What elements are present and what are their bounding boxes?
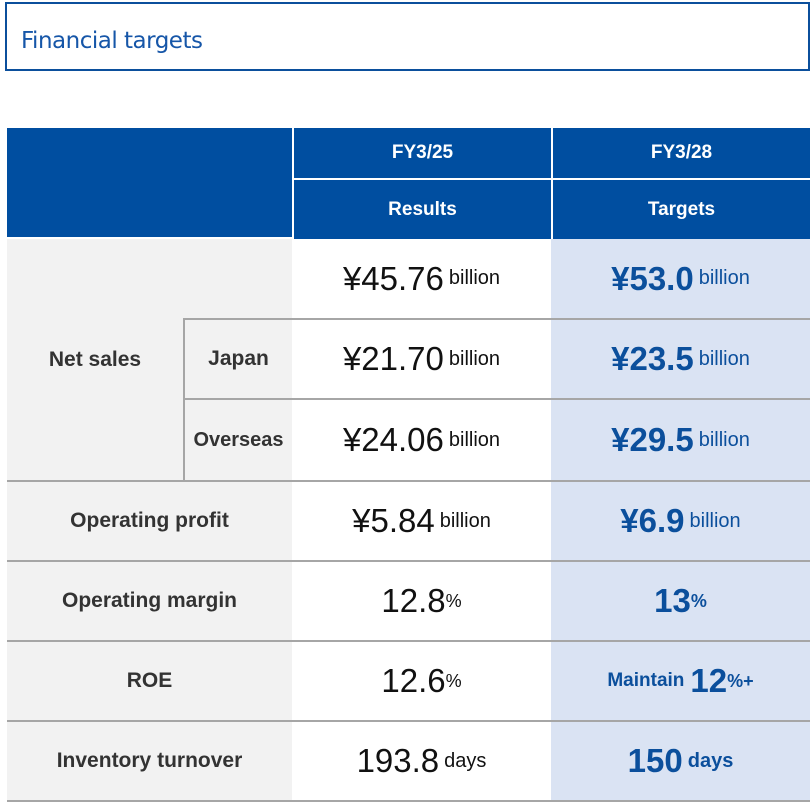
roe-label: ROE bbox=[7, 642, 292, 722]
net-sales-label: Net sales bbox=[7, 239, 183, 482]
value: ¥45.76 bbox=[342, 259, 444, 297]
header-targets: Targets bbox=[551, 180, 810, 239]
value: ¥23.5 bbox=[611, 340, 694, 377]
unit: % bbox=[445, 670, 462, 691]
title-box: Financial targets bbox=[5, 2, 810, 71]
value: ¥53.0 bbox=[611, 259, 694, 297]
japan-result: ¥21.70 billion bbox=[292, 320, 551, 400]
operating-margin-result: 12.8% bbox=[292, 562, 551, 642]
overseas-label: Overseas bbox=[183, 400, 292, 482]
net-sales-total-sublabel bbox=[183, 239, 292, 320]
unit: billion bbox=[689, 509, 741, 532]
header-blank-cell bbox=[7, 128, 292, 239]
inventory-turnover-target: 150 days bbox=[551, 722, 810, 802]
overseas-target: ¥29.5 billion bbox=[551, 400, 810, 482]
prefix: Maintain bbox=[607, 670, 685, 691]
unit: billion bbox=[448, 347, 501, 370]
value: ¥5.84 bbox=[352, 502, 435, 539]
unit: % bbox=[445, 590, 462, 611]
value: ¥21.70 bbox=[342, 340, 444, 377]
unit: %+ bbox=[727, 670, 754, 691]
value: ¥6.9 bbox=[620, 502, 685, 539]
inventory-turnover-label: Inventory turnover bbox=[7, 722, 292, 802]
value: 12 bbox=[690, 662, 728, 699]
operating-profit-target: ¥6.9 billion bbox=[551, 482, 810, 562]
header-fy325: FY3/25 bbox=[292, 128, 551, 180]
header-fy328: FY3/28 bbox=[551, 128, 810, 180]
value: ¥29.5 bbox=[611, 421, 694, 458]
roe-target: Maintain 12 %+ bbox=[551, 642, 810, 722]
operating-profit-result: ¥5.84 billion bbox=[292, 482, 551, 562]
overseas-result: ¥24.06 billion bbox=[292, 400, 551, 482]
japan-label: Japan bbox=[183, 320, 292, 400]
unit: days bbox=[444, 749, 487, 772]
unit: billion bbox=[698, 428, 750, 451]
japan-target: ¥23.5 billion bbox=[551, 320, 810, 400]
unit: % bbox=[690, 590, 707, 611]
value: 12.6 bbox=[381, 662, 446, 699]
value: ¥24.06 bbox=[342, 421, 444, 458]
value: 150 bbox=[627, 742, 683, 779]
unit: billion bbox=[439, 509, 491, 532]
unit: billion bbox=[698, 267, 750, 289]
net-sales-target: ¥53.0 billion bbox=[551, 239, 810, 320]
unit: billion bbox=[448, 267, 501, 289]
unit: billion bbox=[698, 347, 750, 370]
value: 13 bbox=[654, 582, 691, 619]
value: 193.8 bbox=[356, 742, 440, 779]
value: 12.8 bbox=[381, 582, 446, 619]
header-results: Results bbox=[292, 180, 551, 239]
unit: billion bbox=[448, 428, 501, 451]
roe-result: 12.6% bbox=[292, 642, 551, 722]
operating-margin-label: Operating margin bbox=[7, 562, 292, 642]
page-title: Financial targets bbox=[21, 28, 203, 54]
operating-margin-target: 13% bbox=[551, 562, 810, 642]
unit: days bbox=[687, 749, 734, 772]
operating-profit-label: Operating profit bbox=[7, 482, 292, 562]
inventory-turnover-result: 193.8 days bbox=[292, 722, 551, 802]
net-sales-result: ¥45.76 billion bbox=[292, 239, 551, 320]
